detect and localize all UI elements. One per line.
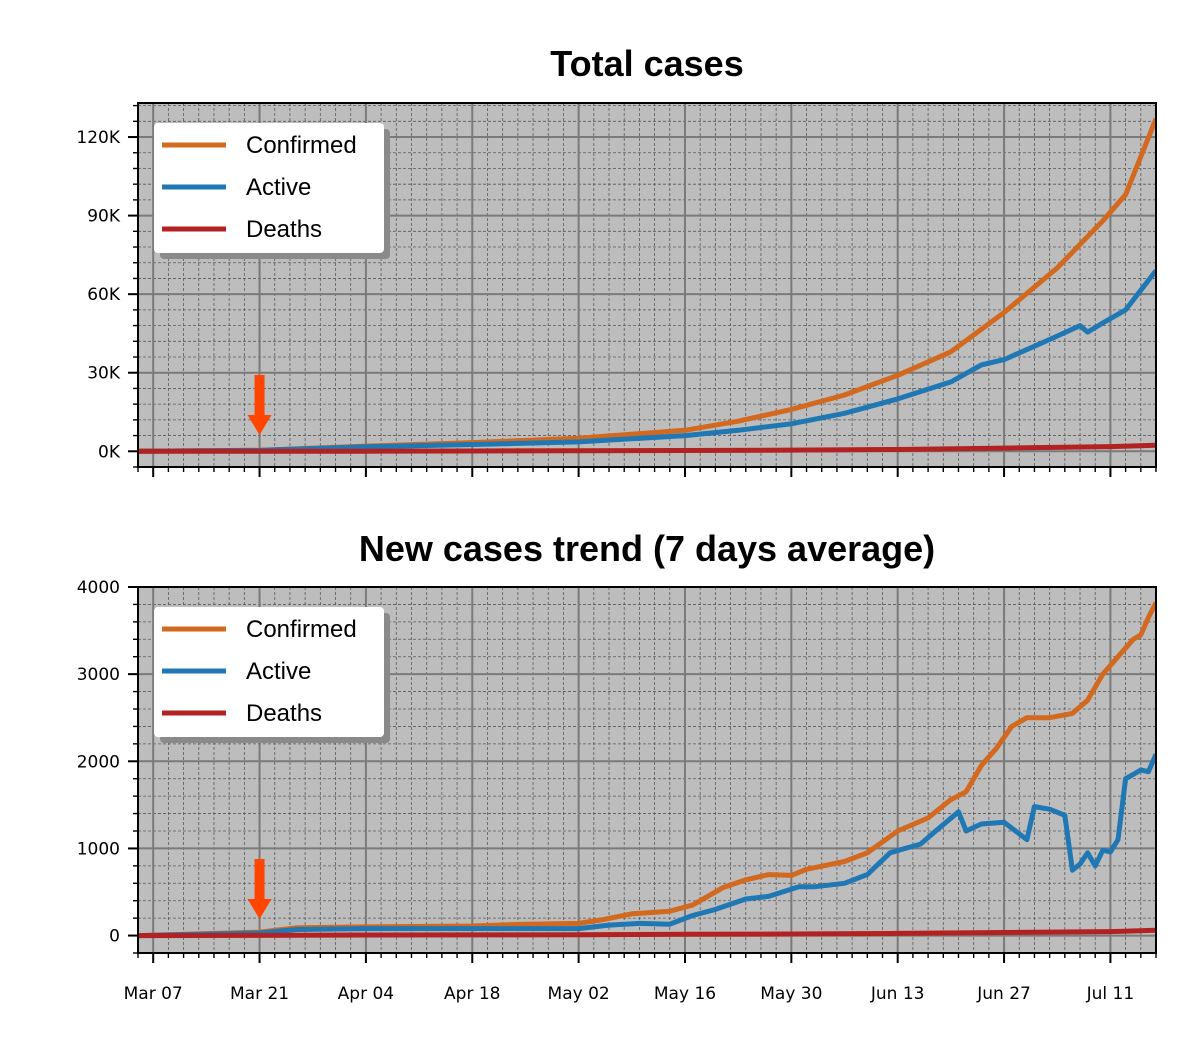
legend-box bbox=[154, 607, 384, 737]
x-tick-label: Jun 13 bbox=[870, 984, 925, 1004]
legend-label-deaths: Deaths bbox=[246, 216, 322, 243]
total-cases-legend: Confirmed Active Deaths bbox=[154, 123, 390, 259]
total-cases-title: Total cases bbox=[550, 43, 743, 84]
x-tick-label: May 02 bbox=[548, 984, 610, 1004]
new-cases-trend-panel: New cases trend (7 days average) Mar 07 M… bbox=[77, 528, 1157, 1004]
legend-label-confirmed: Confirmed bbox=[246, 132, 357, 159]
x-tick-label: May 30 bbox=[760, 984, 822, 1004]
y-tick-label: 2000 bbox=[77, 752, 120, 772]
legend-label-active: Active bbox=[246, 174, 311, 201]
legend-label-active: Active bbox=[246, 658, 311, 685]
x-tick-label: Mar 07 bbox=[124, 984, 183, 1004]
total-cases-panel: Total cases 0K 30K 60K 90K 120K Confirmed Acti… bbox=[76, 43, 1157, 477]
annotation-arrow-icon bbox=[247, 859, 272, 919]
x-tick-label: Mar 21 bbox=[230, 984, 289, 1004]
new-cases-trend-title: New cases trend (7 days average) bbox=[359, 528, 935, 569]
legend-label-deaths: Deaths bbox=[246, 700, 322, 727]
new-cases-axes-frame bbox=[137, 586, 1157, 954]
new-cases-legend: Confirmed Active Deaths bbox=[154, 607, 390, 743]
total-cases-series bbox=[138, 117, 1156, 454]
y-tick-label: 0 bbox=[109, 927, 120, 947]
legend-label-confirmed: Confirmed bbox=[246, 616, 357, 643]
x-tick-label: Apr 18 bbox=[444, 984, 500, 1004]
y-tick-label: 0K bbox=[98, 442, 121, 462]
x-tick-label: Apr 04 bbox=[338, 984, 394, 1004]
total-cases-axes-frame bbox=[137, 102, 1157, 468]
y-tick-label: 1000 bbox=[77, 839, 120, 859]
series-line-deaths bbox=[138, 442, 1156, 454]
y-tick-label: 60K bbox=[87, 285, 121, 305]
series-line-confirmed bbox=[138, 601, 1156, 939]
y-tick-label: 120K bbox=[76, 128, 120, 148]
legend-box bbox=[154, 123, 384, 253]
y-tick-label: 30K bbox=[87, 364, 121, 384]
y-tick-label: 90K bbox=[87, 207, 121, 227]
series-line-deaths bbox=[138, 927, 1156, 939]
x-tick-label: Jun 27 bbox=[976, 984, 1031, 1004]
new-cases-series bbox=[138, 601, 1156, 939]
series-line-active bbox=[138, 753, 1156, 939]
series-line-active bbox=[138, 269, 1156, 454]
annotation-arrow-icon bbox=[247, 375, 272, 435]
x-tick-label: May 16 bbox=[654, 984, 716, 1004]
y-tick-label: 4000 bbox=[77, 578, 120, 598]
x-tick-label: Jul 11 bbox=[1086, 984, 1135, 1004]
y-tick-label: 3000 bbox=[77, 665, 120, 685]
